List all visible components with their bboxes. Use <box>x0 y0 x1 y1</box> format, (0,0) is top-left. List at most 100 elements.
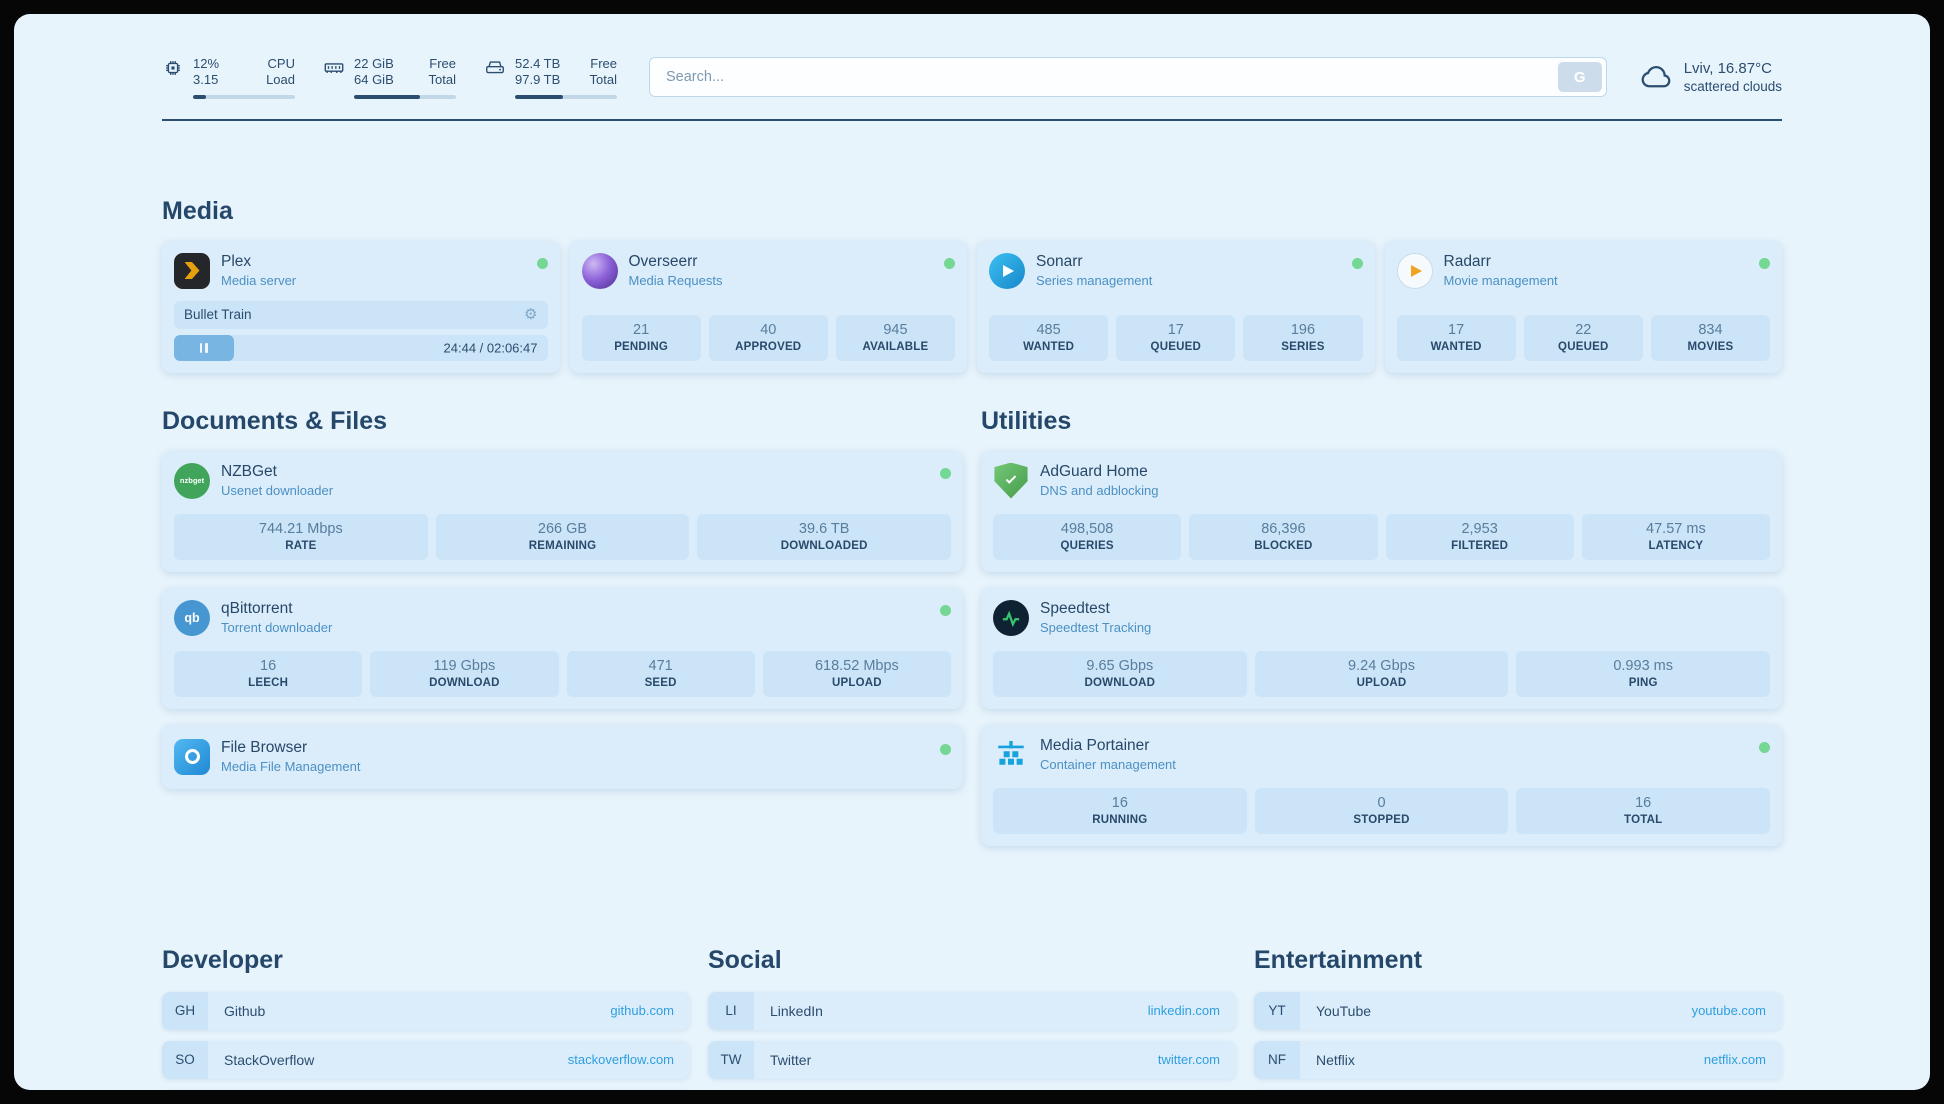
stat-value: 86,396 <box>1261 520 1306 537</box>
weather-widget: Lviv, 16.87°C scattered clouds <box>1639 60 1782 94</box>
service-subtitle: Movie management <box>1443 273 1558 288</box>
stat-tile: 266 GB REMAINING <box>435 513 690 560</box>
stat-tile: 196 SERIES <box>1243 314 1363 361</box>
nzbget-card[interactable]: nzbget NZBGet Usenet downloader 744.21 M… <box>162 450 963 572</box>
service-subtitle: Media server <box>221 273 297 288</box>
sonarr-card[interactable]: Sonarr Series management 485 WANTED 17 QUE… <box>977 240 1375 373</box>
stat-label: REMAINING <box>528 539 597 552</box>
bookmark-abbr: YT <box>1254 991 1300 1030</box>
stat-value: 9.65 Gbps <box>1086 657 1154 674</box>
service-subtitle: Container management <box>1040 757 1176 772</box>
bookmark-youtube[interactable]: YT YouTube youtube.com <box>1254 991 1782 1030</box>
weather-condition: scattered clouds <box>1683 79 1782 95</box>
bookmark-linkedin[interactable]: LI LinkedIn linkedin.com <box>708 991 1236 1030</box>
stat-tile: 0 STOPPED <box>1254 787 1509 834</box>
plex-chevron-glyph <box>184 262 200 279</box>
nzbget-icon: nzbget <box>174 462 210 499</box>
sonarr-icon <box>989 252 1025 289</box>
nzbget-meta: NZBGet Usenet downloader <box>221 463 333 498</box>
stat-tile: 21 PENDING <box>581 314 701 361</box>
stat-tile: 86,396 BLOCKED <box>1189 513 1378 560</box>
stat-value: 266 GB <box>537 520 588 537</box>
stat-label: LATENCY <box>1648 539 1704 552</box>
overseerr-meta: Overseerr Media Requests <box>629 253 723 288</box>
stat-value: 47.57 ms <box>1646 520 1706 537</box>
stat-label: SEED <box>644 676 677 689</box>
stat-value: 485 <box>1036 321 1061 338</box>
bookmark-dev[interactable]: DT DEV dev.to <box>162 1089 690 1090</box>
plex-card[interactable]: Plex Media server Bullet Train ⚙ <box>162 240 560 373</box>
bookmark-abbr: RE <box>1254 1089 1300 1090</box>
portainer-icon <box>993 737 1029 773</box>
qbittorrent-icon: qb <box>174 599 210 636</box>
stat-label: QUERIES <box>1060 539 1114 552</box>
stat-value: 834 <box>1698 321 1723 338</box>
bookmark-group-developer: Developer GH Github github.com SO StackO… <box>162 946 690 1090</box>
search-input[interactable] <box>649 57 1607 98</box>
status-dot <box>536 257 548 269</box>
status-dot <box>1759 257 1770 269</box>
cpu-progress-bar <box>193 94 295 99</box>
stat-tile: 744.21 Mbps RATE <box>174 513 428 560</box>
memory-icon <box>323 57 345 79</box>
gear-icon[interactable]: ⚙ <box>524 306 538 323</box>
stat-tile: 40 APPROVED <box>708 314 828 361</box>
section-utilities: Utilities AdGuard Home DNS and adblockin… <box>981 407 1782 862</box>
radarr-card[interactable]: Radarr Movie management 17 WANTED 22 QUEUE… <box>1384 240 1782 373</box>
bookmark-reddit[interactable]: RE Reddit reddit.com <box>1254 1089 1782 1090</box>
overseerr-card[interactable]: Overseerr Media Requests 21 PENDING 40 APP… <box>569 240 967 373</box>
stat-value: 21 <box>633 321 650 338</box>
speedtest-icon <box>993 599 1029 636</box>
bookmark-github[interactable]: GH Github github.com <box>162 991 690 1030</box>
stat-tile: 618.52 Mbps UPLOAD <box>762 650 951 697</box>
stat-value: 16 <box>1635 794 1652 811</box>
resource-widgets: 12% CPU 3.15 Load 22 GiB Free 64 Gi <box>162 56 617 99</box>
disk-stats: 52.4 TB Free 97.9 TB Total <box>515 56 617 99</box>
disk-widget: 52.4 TB Free 97.9 TB Total <box>484 56 617 99</box>
speedtest-card[interactable]: Speedtest Speedtest Tracking 9.65 Gbps DO… <box>981 587 1782 709</box>
stat-tile: 9.65 Gbps DOWNLOAD <box>993 650 1247 697</box>
stat-tile: 834 MOVIES <box>1650 314 1771 361</box>
stat-tile: 498,508 QUERIES <box>993 513 1182 560</box>
section-title-utilities: Utilities <box>981 406 1072 435</box>
bookmark-twitter[interactable]: TW Twitter twitter.com <box>708 1040 1236 1079</box>
header-divider <box>162 118 1782 121</box>
weather-location: Lviv, 16.87°C <box>1683 60 1772 78</box>
cpu-progress-fill <box>193 94 207 99</box>
stat-tile: 471 SEED <box>566 650 755 697</box>
pause-icon[interactable] <box>199 342 208 353</box>
adguard-stats: 498,508 QUERIES 86,396 BLOCKED 2,953 FILTER… <box>993 513 1770 560</box>
bookmark-abbr: NF <box>1254 1040 1300 1079</box>
service-subtitle: Series management <box>1036 273 1153 288</box>
qbittorrent-card[interactable]: qb qBittorrent Torrent downloader 16 LEEC… <box>162 587 963 709</box>
qbittorrent-card-header: qb qBittorrent Torrent downloader <box>174 599 951 636</box>
nzbget-stats: 744.21 Mbps RATE 266 GB REMAINING 39.6 TB D… <box>174 513 952 560</box>
playback-progress-bar[interactable]: 24:44 / 02:06:47 <box>174 334 548 361</box>
adguard-card[interactable]: AdGuard Home DNS and adblocking 498,508 Q… <box>981 450 1782 572</box>
stat-label: LEECH <box>248 676 289 689</box>
bookmark-url: linkedin.com <box>1147 1003 1220 1018</box>
stat-tile: 0.993 ms PING <box>1516 650 1771 697</box>
dashboard-page: 12% CPU 3.15 Load 22 GiB Free 64 Gi <box>14 14 1930 1090</box>
service-subtitle: Usenet downloader <box>221 483 334 498</box>
stat-tile: 2,953 FILTERED <box>1385 513 1574 560</box>
memory-total-value: 64 GiB <box>354 72 394 88</box>
portainer-card[interactable]: Media Portainer Container management 16 R… <box>981 724 1782 846</box>
bookmark-url: twitter.com <box>1157 1052 1220 1067</box>
service-name: qBittorrent <box>221 600 293 617</box>
search-provider-button[interactable]: G <box>1557 62 1602 93</box>
bookmark-url: stackoverflow.com <box>567 1052 674 1067</box>
stat-label: RUNNING <box>1092 813 1148 826</box>
filebrowser-card[interactable]: File Browser Media File Management <box>162 724 963 789</box>
stat-value: 22 <box>1575 321 1592 338</box>
bookmark-stackoverflow[interactable]: SO StackOverflow stackoverflow.com <box>162 1040 690 1079</box>
memory-progress-bar <box>354 94 456 99</box>
section-title-documents: Documents & Files <box>162 406 388 435</box>
stat-label: PING <box>1628 676 1658 689</box>
stat-label: APPROVED <box>735 340 802 353</box>
bookmark-netflix[interactable]: NF Netflix netflix.com <box>1254 1040 1782 1079</box>
memory-progress-fill <box>354 94 421 99</box>
disk-total-label: Total <box>589 72 617 88</box>
cpu-icon <box>162 57 184 79</box>
service-subtitle: Media File Management <box>221 759 361 774</box>
